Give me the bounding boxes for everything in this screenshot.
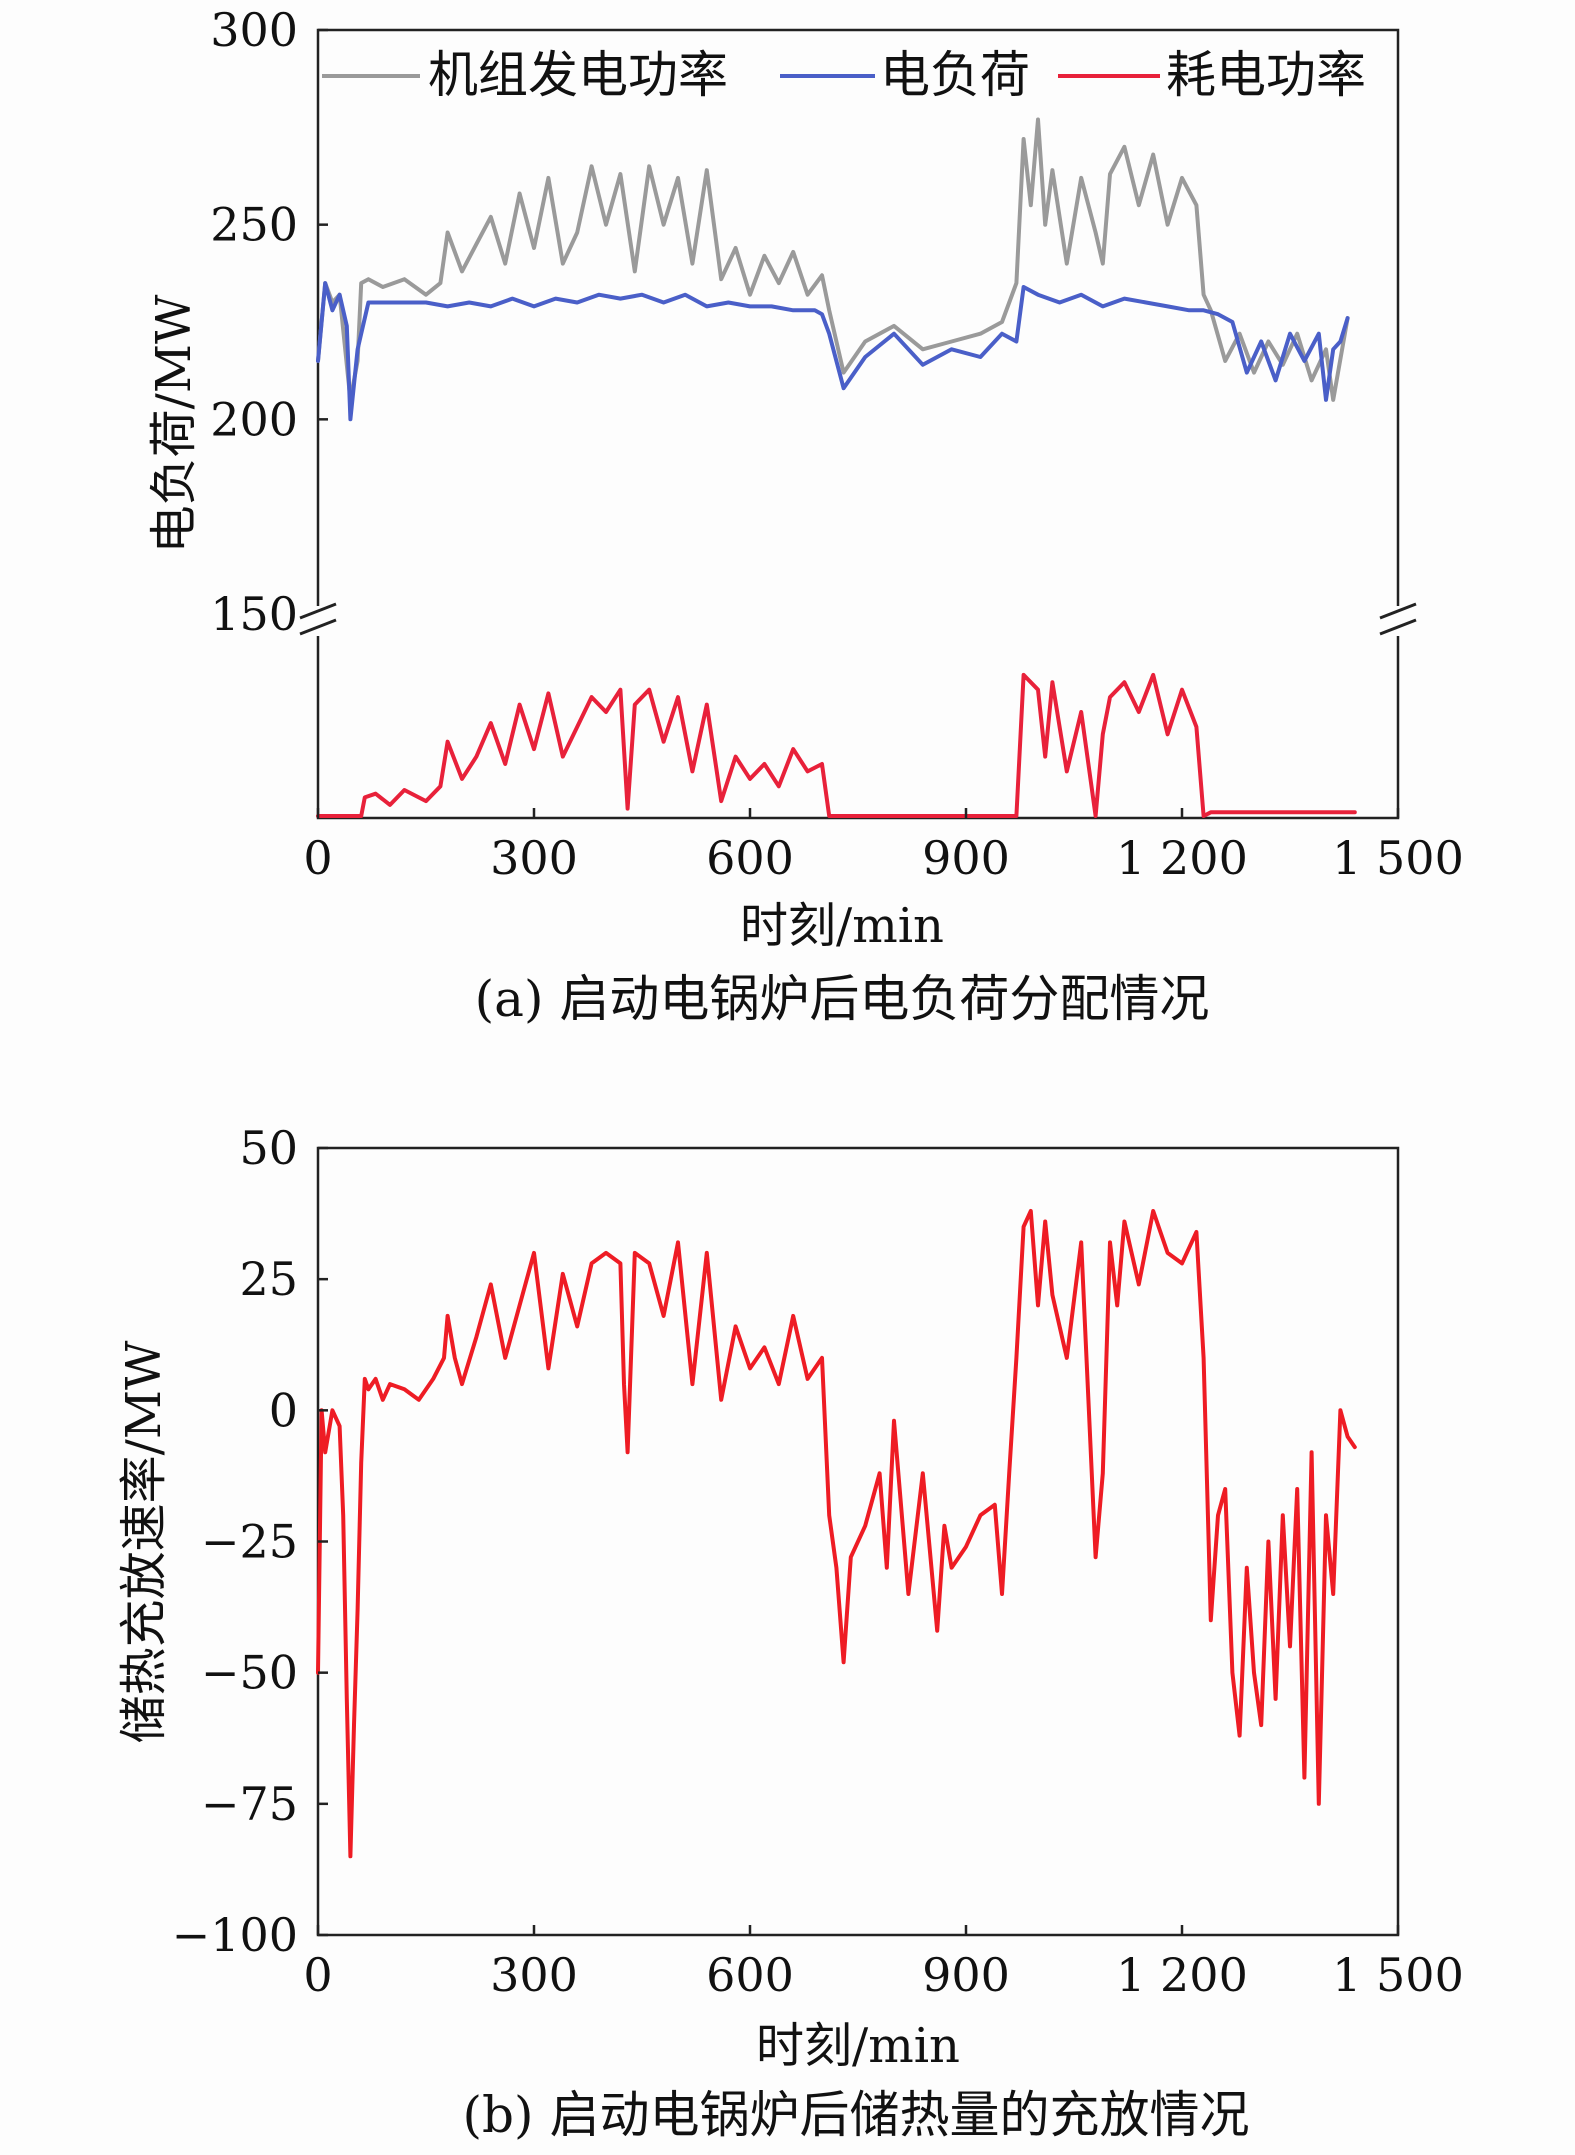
panel-a-y-tick-label: 300 bbox=[210, 3, 298, 57]
panel-b-y-tick-label: −100 bbox=[172, 1908, 298, 1962]
panel-b-x-axis-title: 时刻/min bbox=[756, 2018, 960, 2074]
panel-b-ticks: 0 300 600 900 1 200 1 500 50 25 0 −25 −50 −75 −100 bbox=[172, 1121, 1464, 2002]
panel-b-heat-storage: 0 300 600 900 1 200 1 500 50 25 0 −25 −50 −75 −100 时… bbox=[116, 1121, 1464, 2144]
legend-label-consumption: 耗电功率 bbox=[1166, 46, 1366, 104]
panel-b-x-tick-label: 300 bbox=[490, 1948, 578, 2002]
panel-b-y-tick-label: 0 bbox=[269, 1383, 298, 1437]
panel-a-y-axis-title: 电负荷/MW bbox=[146, 294, 202, 553]
panel-b-x-tick-label: 900 bbox=[922, 1948, 1010, 2002]
line-electric-load bbox=[316, 281, 1350, 422]
panel-b-caption: (b) 启动电锅炉后储热量的充放情况 bbox=[463, 2086, 1250, 2144]
panel-b-x-tick-label: 600 bbox=[706, 1948, 794, 2002]
panel-a-caption: (a) 启动电锅炉后电负荷分配情况 bbox=[475, 970, 1210, 1028]
axis-break-mark-left bbox=[298, 602, 338, 636]
panel-b-y-tick-label: −75 bbox=[201, 1777, 298, 1831]
panel-a-electric-load: 0 300 600 900 1 200 1 500 150 200 250 300 机组发电功率 … bbox=[146, 3, 1464, 1028]
panel-a-x-tick-label: 1 200 bbox=[1116, 831, 1248, 885]
panel-a-x-tick-label: 600 bbox=[706, 831, 794, 885]
panel-a-series-group bbox=[316, 117, 1357, 818]
panel-b-series-group bbox=[316, 1209, 1357, 1859]
panel-b-y-axis-title: 储热充放速率/MW bbox=[116, 1340, 172, 1743]
axis-break-mark-right bbox=[1378, 602, 1418, 636]
panel-b-x-tick-label: 0 bbox=[303, 1948, 332, 2002]
panel-b-y-tick-label: −50 bbox=[201, 1646, 298, 1700]
line-generation-power bbox=[316, 117, 1350, 402]
panel-a-ticks: 0 300 600 900 1 200 1 500 150 200 250 300 bbox=[210, 3, 1464, 885]
panel-a-plot-frame bbox=[316, 28, 1400, 820]
panel-a-y-tick-label: 250 bbox=[210, 198, 298, 252]
line-heat-storage-rate bbox=[316, 1209, 1357, 1859]
legend-label-generation: 机组发电功率 bbox=[428, 46, 728, 104]
panel-a-x-axis-title: 时刻/min bbox=[740, 898, 944, 954]
panel-a-y-tick-label: 200 bbox=[210, 392, 298, 446]
panel-a-x-tick-label: 0 bbox=[303, 831, 332, 885]
panel-a-x-tick-label: 900 bbox=[922, 831, 1010, 885]
panel-b-y-tick-label: 50 bbox=[239, 1121, 298, 1175]
line-consumption-power bbox=[316, 672, 1357, 818]
panel-b-y-tick-label: −25 bbox=[201, 1515, 298, 1569]
panel-b-x-tick-label: 1 500 bbox=[1332, 1948, 1464, 2002]
panel-b-y-tick-label: 25 bbox=[239, 1252, 298, 1306]
panel-a-x-tick-label: 300 bbox=[490, 831, 578, 885]
panel-a-y-tick-label: 150 bbox=[210, 587, 298, 641]
legend: 机组发电功率 电负荷 耗电功率 bbox=[322, 46, 1366, 104]
legend-label-load: 电负荷 bbox=[880, 46, 1030, 104]
panel-b-x-tick-label: 1 200 bbox=[1116, 1948, 1248, 2002]
panel-a-x-tick-label: 1 500 bbox=[1332, 831, 1464, 885]
